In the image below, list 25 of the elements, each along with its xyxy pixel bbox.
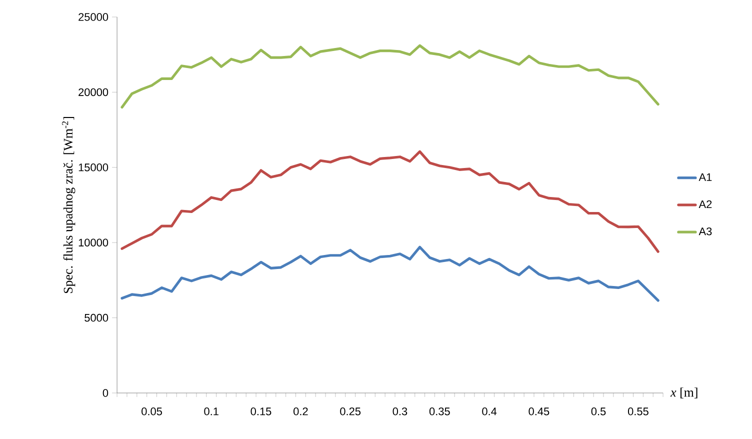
x-tick-label: 0.45 [528,408,550,416]
x-tick-label: 0.25 [340,408,361,416]
x-tick-label: 0.15 [250,408,272,416]
y-axis-title: Spec. fluks upadnog zrač. [Wm$^{-2}$] [62,117,76,294]
x-tick-label: 0.5 [591,408,606,416]
y-tick-label: 10000 [78,238,108,246]
x-axis-title: x [m] [670,388,698,398]
x-tick-label: 0.05 [142,408,162,416]
y-tick-label: 0 [102,389,108,397]
x-tick-label: 0.1 [204,408,218,416]
y-tick-label: 20000 [78,88,108,96]
x-tick-label: 0.3 [392,408,408,416]
y-tick-label: 25000 [78,13,108,21]
legend-label: A1 [698,173,712,181]
x-tick-label: 0.4 [482,408,497,416]
x-tick-label: 0.35 [429,408,450,416]
legend-label: A3 [698,228,712,236]
y-tick-label: 5000 [84,314,108,322]
line-series [120,44,660,109]
line-series [120,150,660,253]
x-tick-label: 0.55 [628,408,648,416]
y-tick-label: 15000 [78,164,108,172]
x-tick-label: 0.2 [294,408,308,416]
line-series [120,246,660,302]
legend-label: A2 [698,200,712,208]
